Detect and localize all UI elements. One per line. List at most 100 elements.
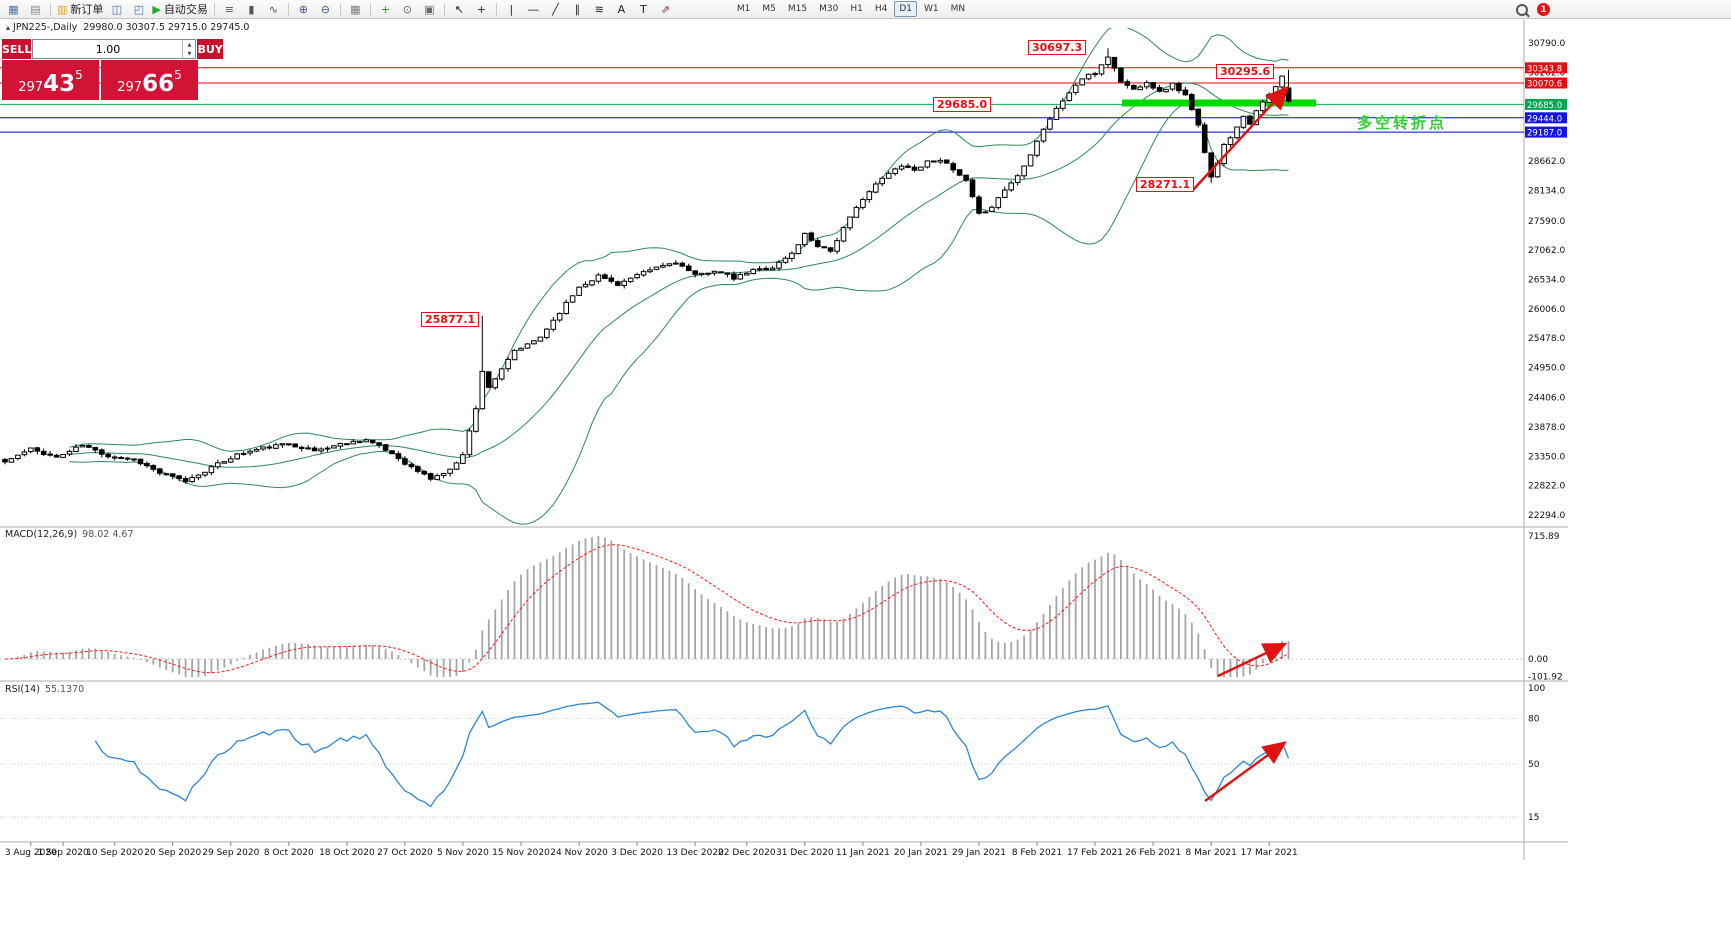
timeframe-m1-button[interactable]: M1 — [736, 4, 751, 14]
date-axis-label[interactable]: 8 Mar 2021 — [1186, 848, 1237, 858]
crosshair-icon[interactable]: + — [471, 1, 492, 18]
date-axis-label[interactable]: 31 Dec 2020 — [776, 848, 834, 858]
bar-chart-icon[interactable]: ≡ — [219, 1, 240, 18]
channel-icon-glyph: ∥ — [574, 2, 581, 16]
buy-button[interactable]: BUY — [197, 39, 223, 59]
tile-windows-icon-glyph: ▦ — [350, 2, 361, 16]
date-axis-label[interactable]: 20 Jan 2021 — [894, 848, 948, 858]
buy-price-display[interactable]: 297 66 5 — [101, 60, 198, 100]
text-icon[interactable]: A — [611, 1, 632, 18]
timeframe-m15-button[interactable]: M15 — [787, 4, 808, 14]
price-callout-29685.0[interactable]: 29685.0 — [933, 97, 992, 112]
candlestick-chart-icon[interactable]: ▮ — [241, 1, 262, 18]
templates-icon-glyph: ▣ — [424, 2, 435, 16]
date-axis-label[interactable]: 8 Feb 2021 — [1012, 848, 1062, 858]
buy-price-sup: 5 — [174, 68, 182, 82]
volume-input[interactable] — [33, 40, 183, 58]
shapes-icon[interactable]: ⇗ — [655, 1, 676, 18]
navigator-icon[interactable]: ◰ — [128, 1, 149, 18]
volume-down-icon[interactable]: ▼ — [187, 50, 192, 57]
new-order-button-label: 新订单 — [70, 3, 104, 16]
auto-trading-button[interactable]: ▶ 自动交易 — [150, 1, 209, 18]
timeframe-d1-button[interactable]: D1 — [894, 1, 917, 17]
search-icon[interactable] — [1516, 3, 1528, 16]
price-axis-label: 30790.0 — [1528, 39, 1565, 49]
macd-signal-line — [4, 544, 1289, 674]
date-axis-label[interactable]: 26 Feb 2021 — [1125, 848, 1181, 858]
date-axis-label[interactable]: 3 Aug 2020 — [5, 848, 57, 858]
macd-name: MACD(12,26,9) — [5, 529, 78, 540]
timeframe-m5-button[interactable]: M5 — [762, 4, 776, 14]
date-axis-label[interactable]: 18 Oct 2020 — [319, 848, 375, 858]
trend-arrow-3[interactable] — [1204, 741, 1287, 802]
chart-profiles-icon[interactable]: ▤ — [25, 1, 46, 18]
annotation-text[interactable]: 多空转折点 — [1357, 114, 1448, 132]
ohlc-values: 29980.0 30307.5 29715.0 29745.0 — [83, 22, 250, 33]
timeframe-h4-button[interactable]: H4 — [874, 4, 888, 14]
tile-windows-icon[interactable]: ▦ — [345, 1, 366, 18]
new-chart-icon-glyph: ▦ — [8, 2, 19, 16]
date-axis-label[interactable]: 8 Oct 2020 — [264, 848, 314, 858]
volume-up-icon[interactable]: ▲ — [187, 41, 192, 48]
sell-price-big: 43 — [43, 71, 76, 98]
date-axis-label[interactable]: 20 Sep 2020 — [144, 848, 201, 858]
date-axis-label[interactable]: 24 Nov 2020 — [550, 848, 608, 858]
date-axis-label[interactable]: 10 Sep 2020 — [86, 848, 143, 858]
new-order-button-glyph: ▥ — [57, 2, 68, 16]
date-axis-label[interactable]: 27 Oct 2020 — [377, 848, 433, 858]
horizontal-line-icon[interactable]: ― — [523, 1, 544, 18]
date-axis-label[interactable]: 1 Sep 2020 — [37, 848, 89, 858]
date-axis-label[interactable]: 11 Jan 2021 — [836, 848, 890, 858]
cursor-icon[interactable]: ↖ — [449, 1, 470, 18]
date-axis-label[interactable]: 15 Nov 2020 — [492, 848, 550, 858]
channel-icon[interactable]: ∥ — [567, 1, 588, 18]
vertical-line-icon[interactable]: | — [501, 1, 522, 18]
new-order-button[interactable]: ▥ 新订单 — [55, 1, 105, 18]
label-icon[interactable]: T — [633, 1, 654, 18]
price-callout-30295.6[interactable]: 30295.6 — [1216, 64, 1275, 79]
date-axis-label[interactable]: 3 Dec 2020 — [611, 848, 663, 858]
market-watch-icon[interactable]: ◫ — [106, 1, 127, 18]
fibonacci-icon[interactable]: ≋ — [589, 1, 610, 18]
date-axis-label[interactable]: 29 Jan 2021 — [952, 848, 1006, 858]
date-axis-label[interactable]: 17 Mar 2021 — [1241, 848, 1298, 858]
templates-icon[interactable]: ▣ — [419, 1, 440, 18]
price-callout-30697.3[interactable]: 30697.3 — [1028, 40, 1087, 55]
periods-icon[interactable]: ⊙ — [397, 1, 418, 18]
timeframe-w1-button[interactable]: W1 — [923, 4, 939, 14]
zoom-out-icon[interactable]: ⊖ — [315, 1, 336, 18]
support-zone[interactable] — [1122, 99, 1316, 107]
line-chart-icon[interactable]: ∿ — [263, 1, 284, 18]
macd-current-values: 98.02 4.67 — [82, 529, 134, 540]
macd-histogram — [10, 536, 1290, 677]
trend-arrow-2[interactable] — [1217, 642, 1288, 678]
price-callout-25877.1[interactable]: 25877.1 — [421, 312, 480, 327]
new-chart-icon[interactable]: ▦ — [3, 1, 24, 18]
toolbar-separator — [339, 2, 341, 16]
price-axis-label: 24406.0 — [1528, 394, 1565, 404]
date-axis-label[interactable]: 29 Sep 2020 — [202, 848, 259, 858]
toolbar-separator — [495, 2, 497, 16]
rsi-axis-label: 15 — [1528, 813, 1539, 823]
sell-price-display[interactable]: 297 43 5 — [2, 60, 99, 100]
date-axis-label[interactable]: 13 Dec 2020 — [666, 848, 724, 858]
date-axis-label[interactable]: 22 Dec 2020 — [718, 848, 776, 858]
line-chart-icon-glyph: ∿ — [268, 2, 278, 16]
collapse-panel-icon[interactable]: ▴ — [6, 23, 11, 32]
zoom-in-icon[interactable]: ⊕ — [293, 1, 314, 18]
timeframe-mn-button[interactable]: MN — [950, 4, 966, 14]
volume-field-wrap: ▲ ▼ — [32, 39, 197, 59]
timeframe-m30-button[interactable]: M30 — [819, 4, 839, 14]
trend-arrow-1[interactable] — [1192, 85, 1290, 191]
trendline-icon[interactable]: ╱ — [545, 1, 566, 18]
date-axis-label[interactable]: 17 Feb 2021 — [1067, 848, 1123, 858]
timeframe-h1-button[interactable]: H1 — [850, 4, 863, 14]
macd-indicator-label: MACD(12,26,9) 98.02 4.67 — [5, 529, 134, 540]
price-callout-28271.1[interactable]: 28271.1 — [1136, 177, 1195, 192]
indicators-icon[interactable]: + — [375, 1, 396, 18]
date-axis-label[interactable]: 5 Nov 2020 — [437, 848, 489, 858]
macd-axis-label: 715.89 — [1528, 532, 1560, 542]
periods-icon-glyph: ⊙ — [402, 2, 412, 16]
notifications-badge[interactable]: 1 — [1537, 3, 1550, 16]
sell-button[interactable]: SELL — [2, 39, 32, 59]
